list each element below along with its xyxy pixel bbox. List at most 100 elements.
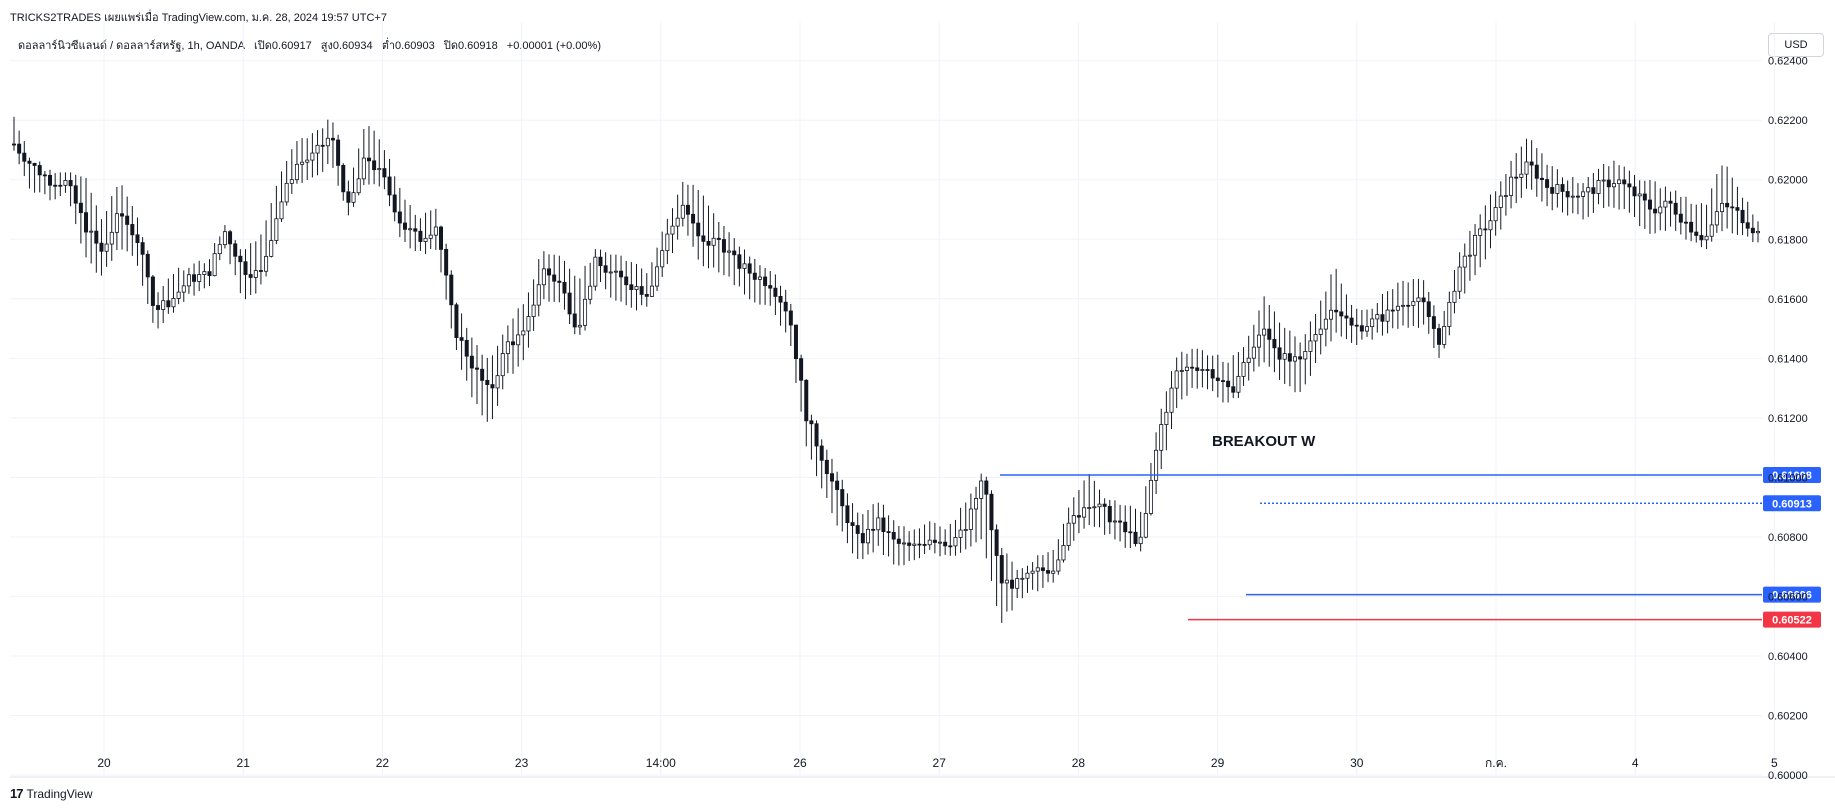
candle-body: [860, 533, 865, 544]
candle-body: [1030, 570, 1035, 574]
candle-body: [1756, 230, 1761, 234]
candle-body: [1730, 206, 1735, 209]
candle-body: [1498, 195, 1503, 208]
candle-body: [454, 304, 459, 338]
candle-body: [583, 298, 588, 326]
price-tick-label: 0.61400: [1768, 353, 1808, 365]
candle-body: [1035, 567, 1040, 572]
candle-body: [1519, 173, 1524, 178]
candle-body: [562, 282, 567, 294]
candle-body: [1066, 522, 1071, 546]
level-price-tag[interactable]: [1763, 611, 1821, 628]
time-tick-label: 4: [1632, 756, 1639, 770]
candle-body: [819, 445, 824, 461]
candle-body: [1586, 187, 1591, 193]
candle-body: [634, 286, 639, 290]
candle-body: [413, 228, 418, 232]
candle-body: [475, 367, 480, 370]
candles: [11, 116, 1761, 623]
candle-body: [1437, 328, 1442, 345]
candle-body: [197, 274, 202, 282]
candle-body: [763, 276, 768, 286]
time-tick-label: ก.ค.: [1485, 756, 1507, 770]
candle-body: [989, 493, 994, 531]
candle-body: [1719, 202, 1724, 213]
candle-body: [1277, 347, 1282, 360]
level-price-tag[interactable]: [1763, 586, 1821, 603]
candle-body: [979, 480, 984, 499]
candle-body: [336, 139, 341, 166]
candle-body: [397, 211, 402, 224]
candle-body: [1745, 222, 1750, 229]
candle-body: [1380, 314, 1385, 322]
horizontal-levels[interactable]: 0.61008 0.60913 0.60606 0.60522: [1000, 466, 1821, 628]
candle-body: [1457, 266, 1462, 292]
candle-body: [670, 225, 675, 235]
candle-body: [588, 285, 593, 300]
currency-button[interactable]: USD: [1768, 33, 1824, 57]
candle-body: [248, 274, 253, 278]
candle-body: [1611, 183, 1616, 188]
breakout-annotation: BREAKOUT W: [1212, 433, 1316, 450]
candle-body: [1164, 411, 1169, 425]
candle-body: [1447, 301, 1452, 327]
candle-body: [1406, 304, 1411, 307]
candle-body: [1246, 357, 1251, 363]
candle-body: [1509, 176, 1514, 196]
candle-body: [572, 313, 577, 328]
candle-body: [99, 242, 104, 252]
candle-body: [505, 341, 510, 354]
candle-body: [73, 185, 78, 204]
candle-body: [902, 542, 907, 545]
candle-body: [274, 218, 279, 241]
candle-body: [125, 215, 130, 225]
candle-body: [130, 224, 135, 236]
candle-body: [1097, 503, 1102, 508]
candle-body: [366, 157, 371, 162]
candle-body: [1102, 503, 1107, 507]
candle-body: [783, 301, 788, 312]
candle-body: [53, 184, 58, 187]
candle-body: [1236, 375, 1241, 393]
symbol-pair[interactable]: ดอลลาร์นิวซีแลนด์ / ดอลลาร์สหรัฐ, 1h, OA…: [18, 40, 245, 52]
candle-body: [89, 230, 94, 233]
candle-body: [238, 255, 243, 263]
price-tick-label: 0.60800: [1768, 532, 1808, 544]
candle-body: [742, 263, 747, 269]
level-price-label: 0.60606: [1772, 590, 1812, 602]
candle-body: [1694, 231, 1699, 236]
level-price-label: 0.61008: [1772, 470, 1812, 482]
candle-body: [974, 498, 979, 510]
candle-body: [619, 270, 624, 278]
candle-body: [1015, 578, 1020, 589]
price-tick-label: 0.61800: [1768, 234, 1808, 246]
candle-body: [294, 163, 299, 181]
grid: [10, 22, 1835, 778]
candle-body: [773, 287, 778, 297]
time-tick-label: 30: [1350, 756, 1364, 770]
candle-body: [531, 304, 536, 317]
candle-body: [1678, 213, 1683, 223]
candle-body: [1581, 191, 1586, 197]
level-price-tag[interactable]: [1763, 495, 1821, 512]
candle-body: [850, 522, 855, 526]
candle-body: [418, 230, 423, 242]
level-price-tag[interactable]: [1763, 466, 1821, 483]
candle-body: [1200, 369, 1205, 371]
candle-body: [1359, 325, 1364, 332]
candle-body: [598, 256, 603, 267]
time-tick-label: 21: [237, 756, 251, 770]
candle-body: [1647, 199, 1652, 210]
candle-body: [593, 256, 598, 287]
tradingview-logo[interactable]: 17 TradingView: [10, 786, 93, 801]
candle-body: [212, 253, 217, 277]
candle-body: [84, 212, 89, 233]
candle-body: [1596, 180, 1601, 194]
candle-body: [1256, 334, 1261, 348]
candle-body: [1241, 362, 1246, 377]
candle-body: [1488, 220, 1493, 231]
candle-body: [1210, 369, 1215, 379]
candle-body: [1452, 290, 1457, 303]
candle-body: [1318, 328, 1323, 335]
